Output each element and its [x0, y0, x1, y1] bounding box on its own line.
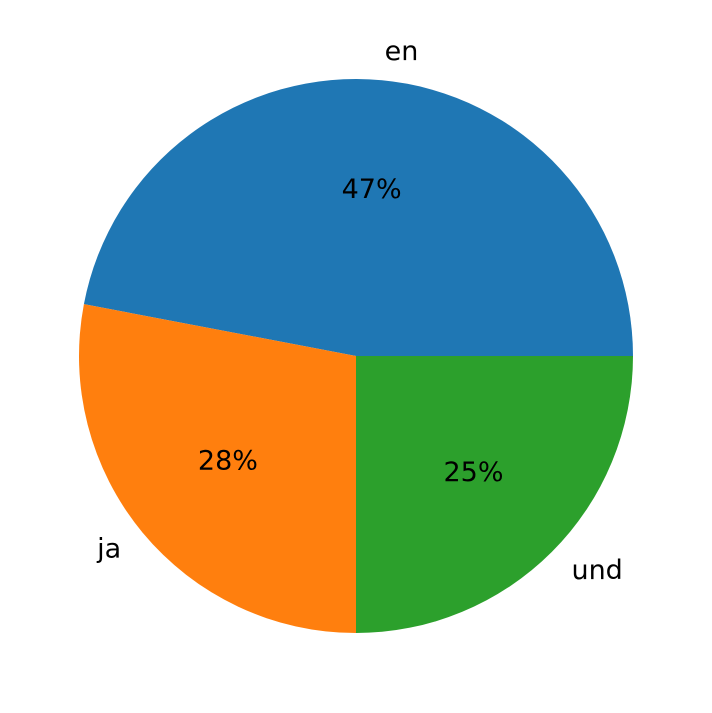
slice-label: en — [385, 36, 419, 67]
percent-label: 28% — [198, 445, 258, 476]
slice-label: ja — [96, 534, 121, 565]
pie-slice — [78, 304, 356, 633]
percent-label: 47% — [342, 174, 402, 205]
slice-label: und — [571, 555, 622, 586]
pie-slice — [83, 79, 633, 357]
pie-slice — [356, 356, 633, 633]
percent-label: 25% — [444, 457, 504, 488]
